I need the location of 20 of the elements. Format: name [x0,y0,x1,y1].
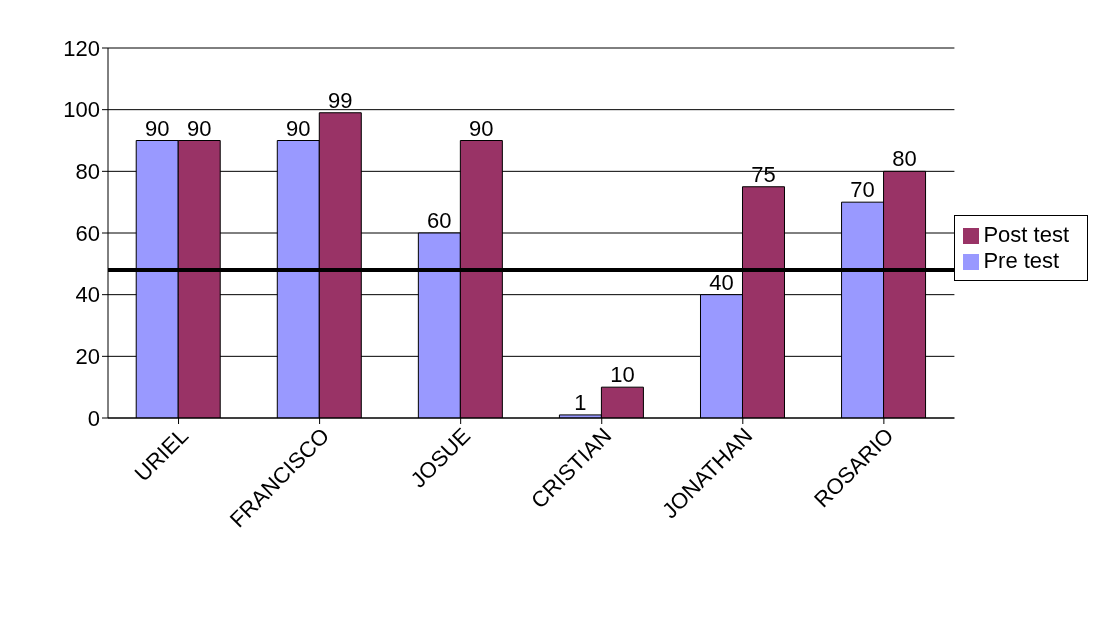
y-tick-label: 0 [87,405,100,431]
y-tick-label: 120 [63,35,100,61]
y-tick-label: 60 [75,220,100,246]
data-label: 90 [186,115,212,141]
y-tick-label: 20 [75,344,100,370]
data-label: 80 [892,146,917,172]
data-label: 90 [144,115,170,141]
data-label: 60 [427,208,452,233]
data-label: 1 [574,389,587,415]
y-tick-label: 100 [63,97,100,123]
y-tick-label: 80 [75,159,100,185]
y-tick-label: 40 [75,282,100,308]
data-label: 40 [709,269,734,295]
legend-label: Pre test [983,248,1060,273]
data-label: 90 [469,115,494,141]
data-label: 90 [286,115,311,141]
legend-label: Post test [983,222,1069,247]
data-label: 10 [610,362,635,388]
data-label: 99 [328,87,353,113]
data-label: 70 [850,177,875,203]
